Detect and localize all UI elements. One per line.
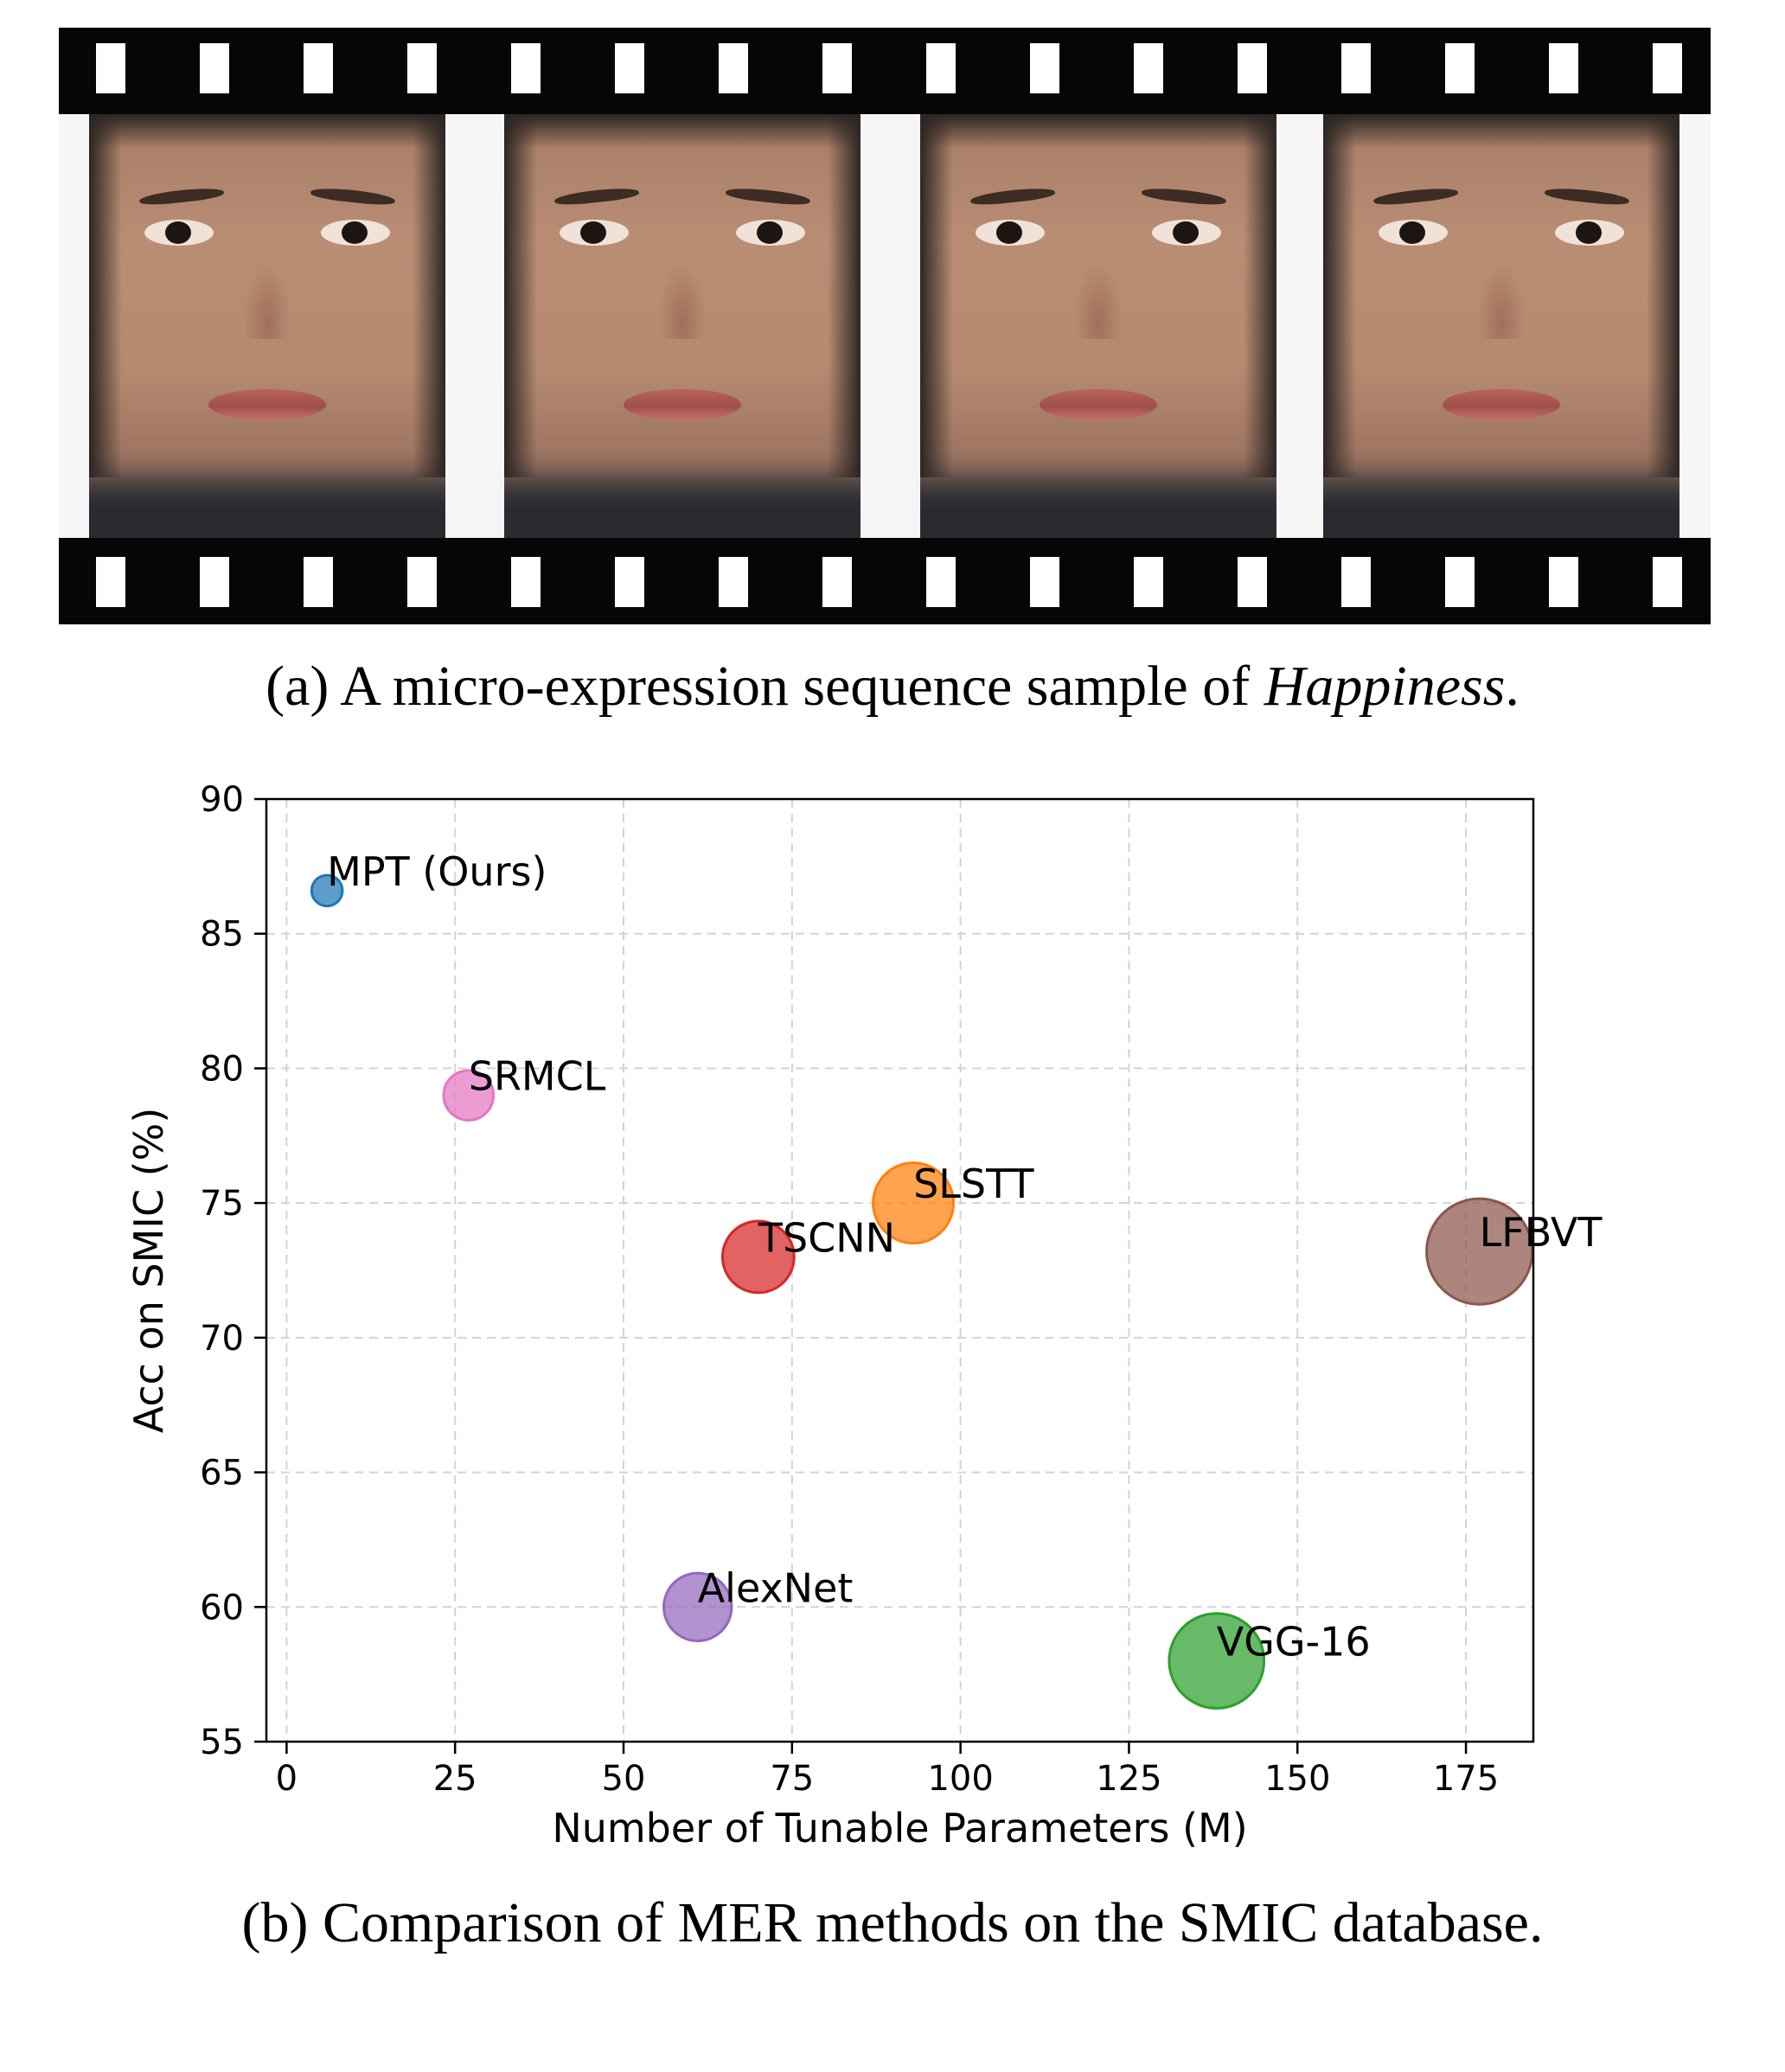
sprocket-hole [1134, 43, 1163, 93]
points [310, 873, 1534, 1710]
sprocket-hole [615, 43, 644, 93]
point-label: MPT (Ours) [327, 848, 547, 895]
film-strip-top-bar [59, 28, 1711, 114]
sprocket-hole [96, 557, 125, 607]
sprocket-hole [615, 557, 644, 607]
x-tick-label: 50 [602, 1759, 646, 1799]
scatter-chart: 0 25 50 75 100 125 150 175 55 60 65 70 75 80 85 90 MPT … [125, 780, 1603, 1851]
sprocket-hole [304, 43, 333, 93]
point-label: LFBVT [1480, 1209, 1603, 1256]
sprocket-hole [1341, 43, 1371, 93]
x-axis-label: Number of Tunable Parameters (M) [552, 1805, 1247, 1851]
y-axis-label: Acc on SMIC (%) [125, 1108, 172, 1434]
x-tick-label: 75 [770, 1759, 814, 1799]
y-tick-label: 85 [200, 915, 244, 955]
sprocket-hole [719, 557, 748, 607]
sprocket-hole [200, 43, 229, 93]
sprocket-hole [511, 557, 541, 607]
grid [266, 798, 1533, 1743]
point-label: VGG-16 [1217, 1619, 1371, 1666]
sprocket-hole [511, 43, 541, 93]
caption-a: (a) A micro-expression sequence sample o… [0, 654, 1785, 719]
face-frame-2 [504, 114, 861, 538]
caption-a-emphasis: Happiness [1264, 655, 1506, 718]
plot-frame [265, 797, 1535, 1743]
sprocket-hole [1030, 43, 1059, 93]
film-strip [59, 28, 1711, 624]
point-label: AlexNet [698, 1564, 854, 1611]
sprocket-hole [822, 43, 852, 93]
ticks: 0 25 50 75 100 125 150 175 55 60 65 70 75 80 85 90 [200, 780, 1499, 1799]
sprocket-hole [1238, 43, 1267, 93]
sprocket-hole [407, 557, 437, 607]
sprocket-hole [926, 557, 956, 607]
sprocket-hole [1549, 43, 1578, 93]
x-tick-label: 25 [433, 1759, 477, 1799]
data-point [442, 1069, 496, 1122]
caption-a-suffix: . [1505, 655, 1519, 718]
sprocket-hole [407, 43, 437, 93]
caption-b: (b) Comparison of MER methods on the SMI… [241, 1891, 1544, 1954]
point-label: SLSTT [913, 1161, 1034, 1207]
film-strip-bottom-bar [59, 538, 1711, 624]
point-label: SRMCL [469, 1053, 606, 1100]
sprocket-hole [1134, 557, 1163, 607]
x-tick-label: 0 [276, 1759, 298, 1799]
y-tick-label: 80 [200, 1049, 244, 1089]
face-frame-1 [89, 114, 445, 538]
y-tick-label: 70 [200, 1319, 244, 1359]
sprocket-hole [200, 557, 229, 607]
data-point [662, 1571, 733, 1642]
data-point [1168, 1612, 1266, 1710]
caption-a-prefix: (a) A micro-expression sequence sample o… [266, 655, 1264, 718]
sprocket-hole [719, 43, 748, 93]
sprocket-hole [304, 557, 333, 607]
face-frame-3 [920, 114, 1276, 538]
sprocket-hole [1653, 557, 1682, 607]
data-point [1425, 1197, 1534, 1306]
y-tick-label: 90 [200, 780, 244, 820]
y-tick-label: 60 [200, 1588, 244, 1628]
sprocket-hole [1030, 557, 1059, 607]
sprocket-hole [96, 43, 125, 93]
face-frame-4 [1323, 114, 1679, 538]
x-tick-label: 125 [1096, 1759, 1161, 1799]
y-tick-label: 55 [200, 1723, 244, 1762]
sprocket-hole [1341, 557, 1371, 607]
sprocket-hole [1445, 43, 1475, 93]
point-labels: MPT (Ours) SRMCL SLSTT TSCNN LFBVT AlexNet VGG… [327, 848, 1603, 1666]
x-tick-label: 175 [1433, 1759, 1499, 1799]
data-point [310, 873, 344, 908]
x-tick-label: 150 [1264, 1759, 1330, 1799]
sprocket-hole [822, 557, 852, 607]
x-tick-label: 100 [927, 1759, 993, 1799]
sprocket-hole [1445, 557, 1475, 607]
data-point [720, 1219, 796, 1295]
sprocket-hole [1653, 43, 1682, 93]
y-tick-label: 65 [200, 1454, 244, 1493]
sprocket-hole [1549, 557, 1578, 607]
sprocket-hole [926, 43, 956, 93]
y-tick-label: 75 [200, 1184, 244, 1224]
data-point [872, 1161, 956, 1245]
point-label: TSCNN [758, 1214, 895, 1261]
sprocket-hole [1238, 557, 1267, 607]
